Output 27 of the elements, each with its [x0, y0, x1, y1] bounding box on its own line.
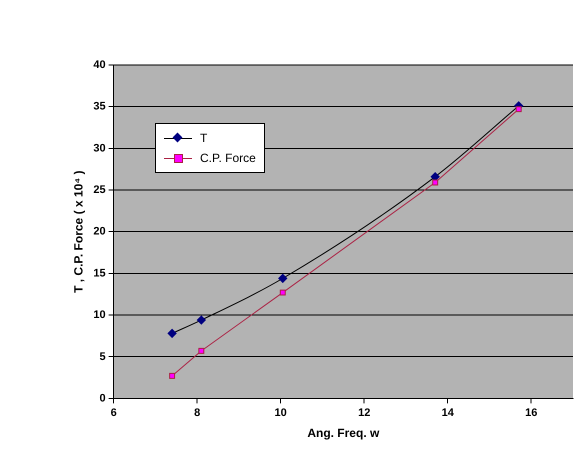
- y-tick-label: 40: [93, 59, 106, 72]
- x-tick-label: 8: [194, 407, 200, 420]
- point: [278, 274, 288, 283]
- legend-label: T: [200, 131, 208, 145]
- point: [198, 348, 204, 354]
- point: [196, 316, 206, 325]
- y-tick-label: 35: [93, 100, 106, 113]
- x-tick-label: 10: [274, 407, 287, 420]
- y-axis-title: T , C.P. Force ( x 10⁴ ): [72, 170, 86, 293]
- point: [169, 372, 176, 379]
- point: [280, 290, 286, 296]
- y-tick-label: 20: [93, 226, 106, 238]
- legend-label: C.P. Force: [200, 151, 256, 165]
- x-tick-label: 6: [110, 407, 117, 420]
- y-tick-label: 15: [93, 267, 106, 280]
- point: [516, 106, 522, 112]
- y-tick-label: 10: [93, 309, 106, 322]
- x-tick-label: 14: [442, 407, 455, 420]
- y-tick-label: 30: [93, 142, 106, 154]
- y-tick-label: 0: [100, 392, 106, 404]
- point: [168, 328, 177, 338]
- x-axis-title: Ang. Freq. w: [307, 426, 380, 440]
- x-tick-label: 12: [358, 407, 370, 420]
- y-tick-label: 25: [93, 184, 106, 196]
- x-tick-label: 16: [525, 407, 538, 420]
- y-tick-label: 5: [100, 350, 106, 363]
- point: [432, 180, 438, 186]
